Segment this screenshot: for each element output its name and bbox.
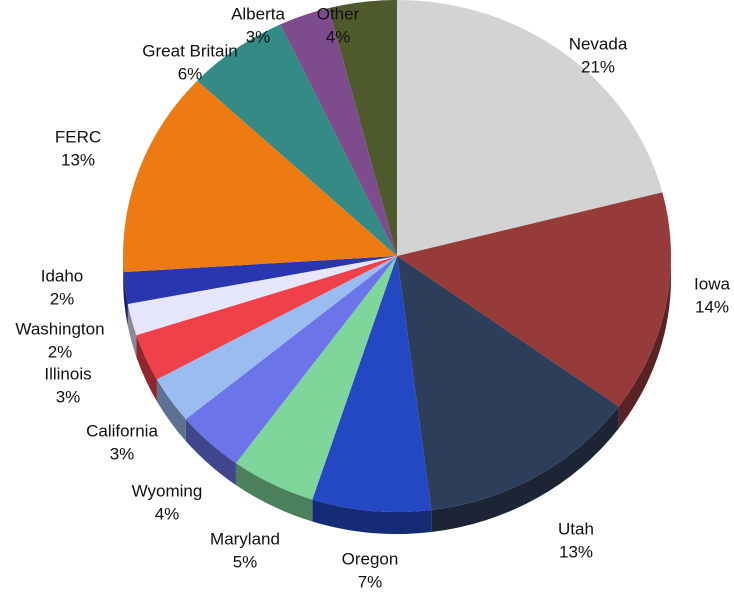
slice-value-label: 2% [50, 289, 75, 308]
slice-label: Nevada [569, 34, 628, 53]
slice-label: Other [317, 4, 360, 23]
slice-label: FERC [55, 127, 101, 146]
slice [185, 256, 397, 464]
slice-value-label: 13% [559, 542, 593, 561]
slice-side [123, 256, 124, 295]
slice [235, 256, 397, 500]
slice-side [431, 406, 619, 532]
slice-label: Alberta [231, 4, 285, 23]
slice-value-label: 4% [326, 27, 351, 46]
slice-label: Illinois [44, 364, 91, 383]
slice-side [156, 379, 186, 442]
slice [156, 256, 397, 420]
slice [397, 0, 663, 256]
slice-label: Great Britain [142, 41, 237, 60]
slice-value-label: 4% [155, 504, 180, 523]
slice-value-label: 13% [61, 150, 95, 169]
slice [136, 256, 397, 380]
slice [123, 80, 397, 273]
slice-side [127, 303, 137, 358]
slice-side [136, 335, 157, 402]
slice-value-label: 7% [358, 572, 383, 591]
slice-label: Iowa [694, 274, 730, 293]
slice-label: Washington [15, 319, 104, 338]
slice-value-label: 5% [233, 552, 258, 571]
slice-side [618, 256, 671, 429]
slice-label: Maryland [210, 529, 280, 548]
slice-label: Utah [558, 519, 594, 538]
slice-label: Wyoming [132, 481, 203, 500]
slice-label: Idaho [41, 266, 84, 285]
slice [328, 0, 397, 256]
slice-value-label: 14% [695, 297, 729, 316]
slice [397, 192, 671, 407]
slice-side [185, 419, 236, 486]
slice [127, 256, 397, 336]
slice-side [312, 499, 432, 534]
slice-label: Oregon [342, 549, 399, 568]
slice-value-label: 2% [48, 342, 73, 361]
slice-value-label: 3% [246, 27, 271, 46]
slice-value-label: 6% [178, 64, 203, 83]
slice-side [235, 463, 313, 522]
slice-value-label: 3% [110, 444, 135, 463]
slice [397, 256, 619, 510]
slice [280, 8, 397, 257]
slice [312, 256, 432, 512]
slice-value-label: 3% [56, 387, 81, 406]
slice-side [123, 272, 128, 326]
slice [123, 256, 397, 304]
slice-label: California [86, 421, 158, 440]
slice [197, 24, 397, 257]
slice-value-label: 21% [581, 57, 615, 76]
